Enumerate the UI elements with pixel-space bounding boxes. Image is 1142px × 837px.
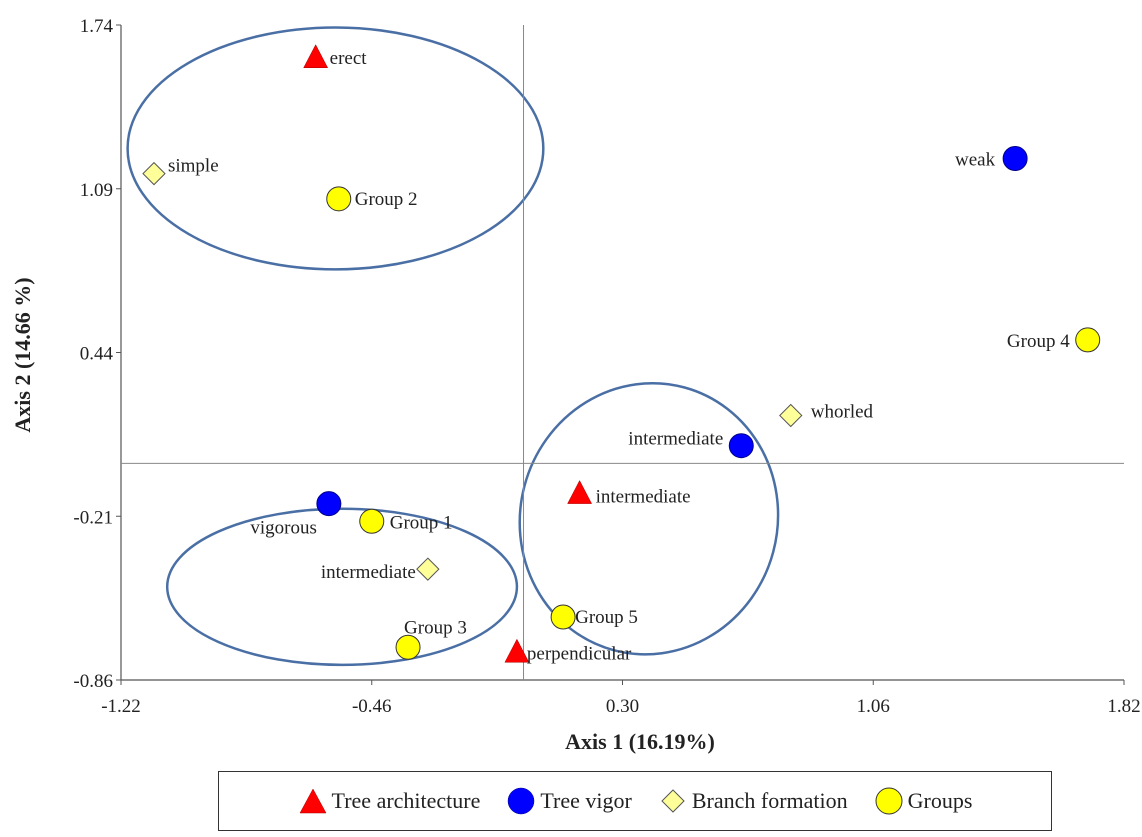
point-tree-architecture-perpendicular [504, 638, 530, 663]
legend-swatch-tree-vigor [508, 787, 535, 815]
cluster-ellipse [165, 507, 519, 667]
point-branch-formation-whorled [779, 403, 803, 428]
point-groups-group-2 [326, 186, 352, 212]
legend-item-branch-formation: Branch formation [658, 786, 848, 816]
label-branch-formation-simple: simple [168, 156, 219, 177]
diamond-icon [661, 789, 685, 813]
point-tree-architecture-intermediate [567, 480, 593, 504]
legend-item-tree-vigor: Tree vigor [506, 786, 632, 816]
point-groups-group-5 [550, 604, 576, 630]
label-tree-architecture-erect: erect [330, 48, 368, 69]
point-tree-architecture-erect [303, 44, 329, 68]
point-tree-vigor-weak [1002, 146, 1028, 172]
legend-swatch-tree-architecture [299, 788, 326, 814]
y-tick-label: 1.09 [80, 180, 113, 201]
point-tree-vigor-intermediate [728, 433, 754, 459]
label-tree-architecture-intermediate: intermediate [596, 487, 691, 508]
data-points: erect intermediate perpendicular weak interm… [142, 44, 1101, 664]
y-tick-label: 0.44 [80, 344, 114, 365]
x-tick-label: -0.46 [352, 696, 392, 717]
label-branch-formation-intermediate: intermediate [321, 562, 416, 583]
legend-item-tree-architecture: Tree architecture [298, 786, 481, 816]
axes [116, 24, 1125, 685]
x-tick-label: 0.30 [606, 696, 639, 717]
x-tick-label: 1.82 [1107, 696, 1140, 717]
point-groups-group-4 [1075, 327, 1101, 353]
label-groups-group-5: Group 5 [575, 607, 638, 628]
point-groups-group-3 [395, 634, 421, 660]
point-tree-vigor-vigorous [316, 491, 342, 517]
circle-icon [875, 787, 903, 815]
label-groups-group-2: Group 2 [355, 189, 418, 210]
label-tree-vigor-vigorous: vigorous [250, 518, 317, 539]
y-tick-label: -0.86 [73, 671, 113, 692]
legend: Tree architecture Tree vigor Branch form… [218, 771, 1052, 831]
label-groups-group-3: Group 3 [404, 617, 467, 638]
label-tree-architecture-perpendicular: perpendicular [527, 643, 632, 664]
cluster-ellipses [126, 26, 780, 667]
y-axis-title: Axis 2 (14.66 %) [10, 277, 35, 432]
legend-item-groups: Groups [874, 786, 973, 816]
x-tick-label: -1.22 [101, 696, 141, 717]
legend-swatch-branch-formation [661, 789, 685, 813]
label-groups-group-4: Group 4 [1007, 331, 1070, 352]
point-branch-formation-simple [142, 161, 166, 186]
tick-labels: -1.22 -0.46 0.30 1.06 1.82 -0.86 -0.21 0.44 1.09… [73, 16, 1140, 717]
cluster-ellipse [518, 381, 780, 656]
triangle-icon [299, 788, 326, 814]
x-tick-label: 1.06 [857, 696, 890, 717]
label-branch-formation-whorled: whorled [811, 401, 874, 422]
legend-label: Tree vigor [540, 788, 632, 813]
legend-swatch-groups [875, 787, 903, 815]
label-tree-vigor-weak: weak [955, 150, 996, 171]
label-tree-vigor-intermediate: intermediate [628, 429, 723, 450]
y-tick-label: -0.21 [73, 507, 113, 528]
x-axis-title: Axis 1 (16.19%) [565, 729, 715, 754]
circle-icon [508, 787, 535, 815]
chart-canvas: -1.22 -0.46 0.30 1.06 1.82 -0.86 -0.21 0.44 1.09… [10, 16, 1141, 754]
label-groups-group-1: Group 1 [390, 512, 453, 533]
point-branch-formation-intermediate [416, 557, 440, 581]
cluster-ellipse [126, 26, 545, 271]
legend-label: Branch formation [691, 788, 848, 813]
y-tick-label: 1.74 [80, 16, 114, 37]
legend-label: Tree architecture [331, 788, 481, 813]
legend-label: Groups [907, 788, 973, 813]
point-groups-group-1 [359, 508, 385, 534]
